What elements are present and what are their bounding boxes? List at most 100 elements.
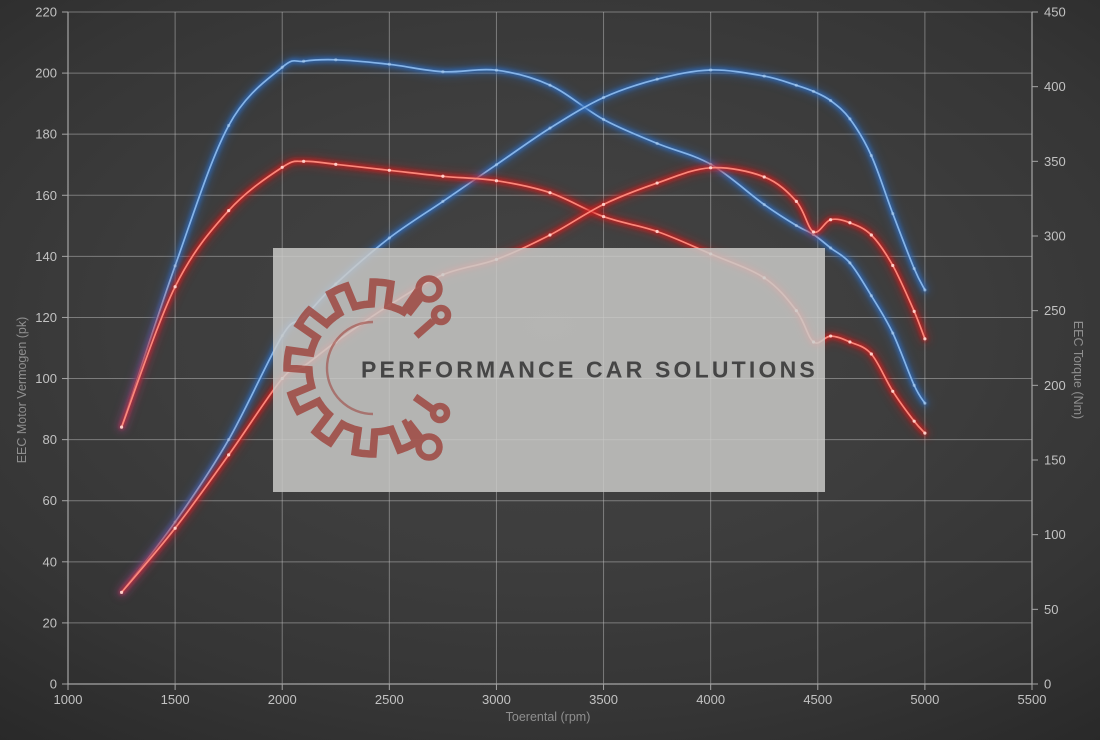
left-axis-tick-label: 60 [43,493,57,508]
left-axis-tick-label: 140 [35,249,57,264]
torque-blue-nm-marker [794,223,798,228]
left-axis-tick-label: 180 [35,127,57,142]
torque-red-nm-marker [869,352,873,356]
x-axis-tick-label: 3000 [482,692,511,707]
power-red-pk-marker [548,233,552,237]
torque-blue-nm-marker [655,141,659,146]
torque-red-nm-marker [829,334,833,338]
power-blue-pk-marker [829,98,833,103]
torque-red-nm-marker [227,209,231,213]
watermark: PERFORMANCE CAR SOLUTIONS [273,248,825,492]
right-axis-title: EEC Torque (Nm) [1071,320,1085,420]
axes: 0 20 40 60 80 100 120 140 160 180 200 220 0 50 100 150 2… [35,5,1065,708]
power-red-pk-marker [119,590,124,594]
right-axis-tick-label: 100 [1044,527,1066,542]
power-red-pk-marker [709,166,713,170]
right-axis-tick-label: 50 [1044,602,1058,617]
torque-blue-nm-marker [912,383,916,387]
gear-inner-arc [325,320,374,416]
circuit-node [415,433,443,461]
x-axis-tick-label: 5000 [910,692,939,707]
power-red-pk-marker [912,309,916,313]
x-axis-tick-label: 3500 [589,692,618,707]
x-axis-tick-label: 4500 [803,692,832,707]
torque-red-nm-marker [601,214,606,219]
power-blue-pk-marker [869,153,873,158]
power-blue-pk-marker [848,117,852,121]
x-axis-tick-label: 2000 [268,692,297,707]
torque-red-nm-marker [912,419,916,423]
circuit-node [429,402,451,424]
left-axis-tick-label: 220 [35,5,57,20]
x-axis-tick-label: 5500 [1018,692,1047,707]
right-axis-tick-label: 300 [1044,229,1066,244]
left-axis-title: EEC Motor Vermogen (pk) [15,316,29,464]
torque-blue-nm-marker [441,70,445,74]
torque-blue-nm-marker [848,261,852,265]
power-red-pk-marker [923,337,927,341]
torque-blue-nm-marker [387,62,391,66]
x-axis-tick-label: 1000 [54,692,83,707]
power-blue-pk-marker [387,236,391,240]
power-blue-pk-marker [709,68,713,72]
torque-blue-nm-marker [548,83,552,87]
power-red-pk-marker [829,218,833,222]
power-blue-pk-marker [548,126,552,130]
left-axis-tick-label: 120 [35,310,57,325]
torque-blue-nm-curve [116,54,930,433]
circuit-node [430,304,452,326]
power-blue-pk-marker [891,212,895,216]
power-red-pk-marker [794,199,798,203]
torque-red-nm-marker [655,229,659,234]
torque-red-nm-marker [494,179,499,183]
right-axis-tick-label: 0 [1044,677,1051,692]
circuit-trace [413,318,436,339]
power-red-pk-marker [891,263,895,268]
power-red-pk-marker [848,221,852,225]
torque-red-nm-marker [173,285,177,289]
x-axis-tick-label: 2500 [375,692,404,707]
power-blue-pk-marker [601,95,606,100]
left-axis-tick-label: 100 [35,371,57,386]
x-axis-title: Toerental (rpm) [505,710,591,724]
power-red-pk-marker [762,175,766,179]
x-axis-tick-label: 1500 [161,692,190,707]
power-red-pk-marker [655,181,659,185]
gear-circuit-icon [283,275,452,461]
torque-red-nm-marker [280,165,284,169]
torque-blue-nm-marker [227,123,231,128]
power-red-pk-marker [173,526,177,530]
right-axis-tick-label: 400 [1044,79,1066,94]
torque-blue-nm-marker [923,401,927,405]
torque-blue-nm-marker [173,264,177,268]
torque-red-nm-marker [923,431,927,435]
circuit-node [415,275,443,303]
left-axis-tick-label: 40 [43,554,57,569]
right-axis-tick-label: 250 [1044,303,1066,318]
torque-red-nm-marker [891,389,895,393]
torque-red-nm-marker [387,168,391,172]
gear-outline [283,278,422,458]
power-blue-pk-marker [811,89,816,94]
torque-blue-nm-marker [762,203,766,207]
torque-red-nm-curve [116,156,930,439]
torque-blue-nm-marker [829,246,833,250]
torque-red-nm-marker [848,340,852,344]
power-blue-pk-marker [494,163,499,167]
watermark-text: PERFORMANCE CAR SOLUTIONS [361,356,818,383]
torque-blue-nm-marker [302,59,306,63]
torque-red-nm-marker [302,159,306,163]
power-blue-pk-marker [912,266,916,271]
right-axis-tick-label: 200 [1044,378,1066,393]
torque-red-nm-marker [441,174,445,178]
power-blue-pk-marker [762,74,766,78]
power-blue-pk-marker [441,199,445,203]
right-axis-tick-label: 350 [1044,154,1066,169]
torque-blue-nm-marker [601,117,606,122]
left-axis-tick-label: 200 [35,66,57,81]
right-axis-tick-label: 150 [1044,453,1066,468]
left-axis-tick-label: 20 [43,615,57,630]
torque-red-nm-marker [334,162,338,166]
power-red-pk-marker [227,453,231,457]
